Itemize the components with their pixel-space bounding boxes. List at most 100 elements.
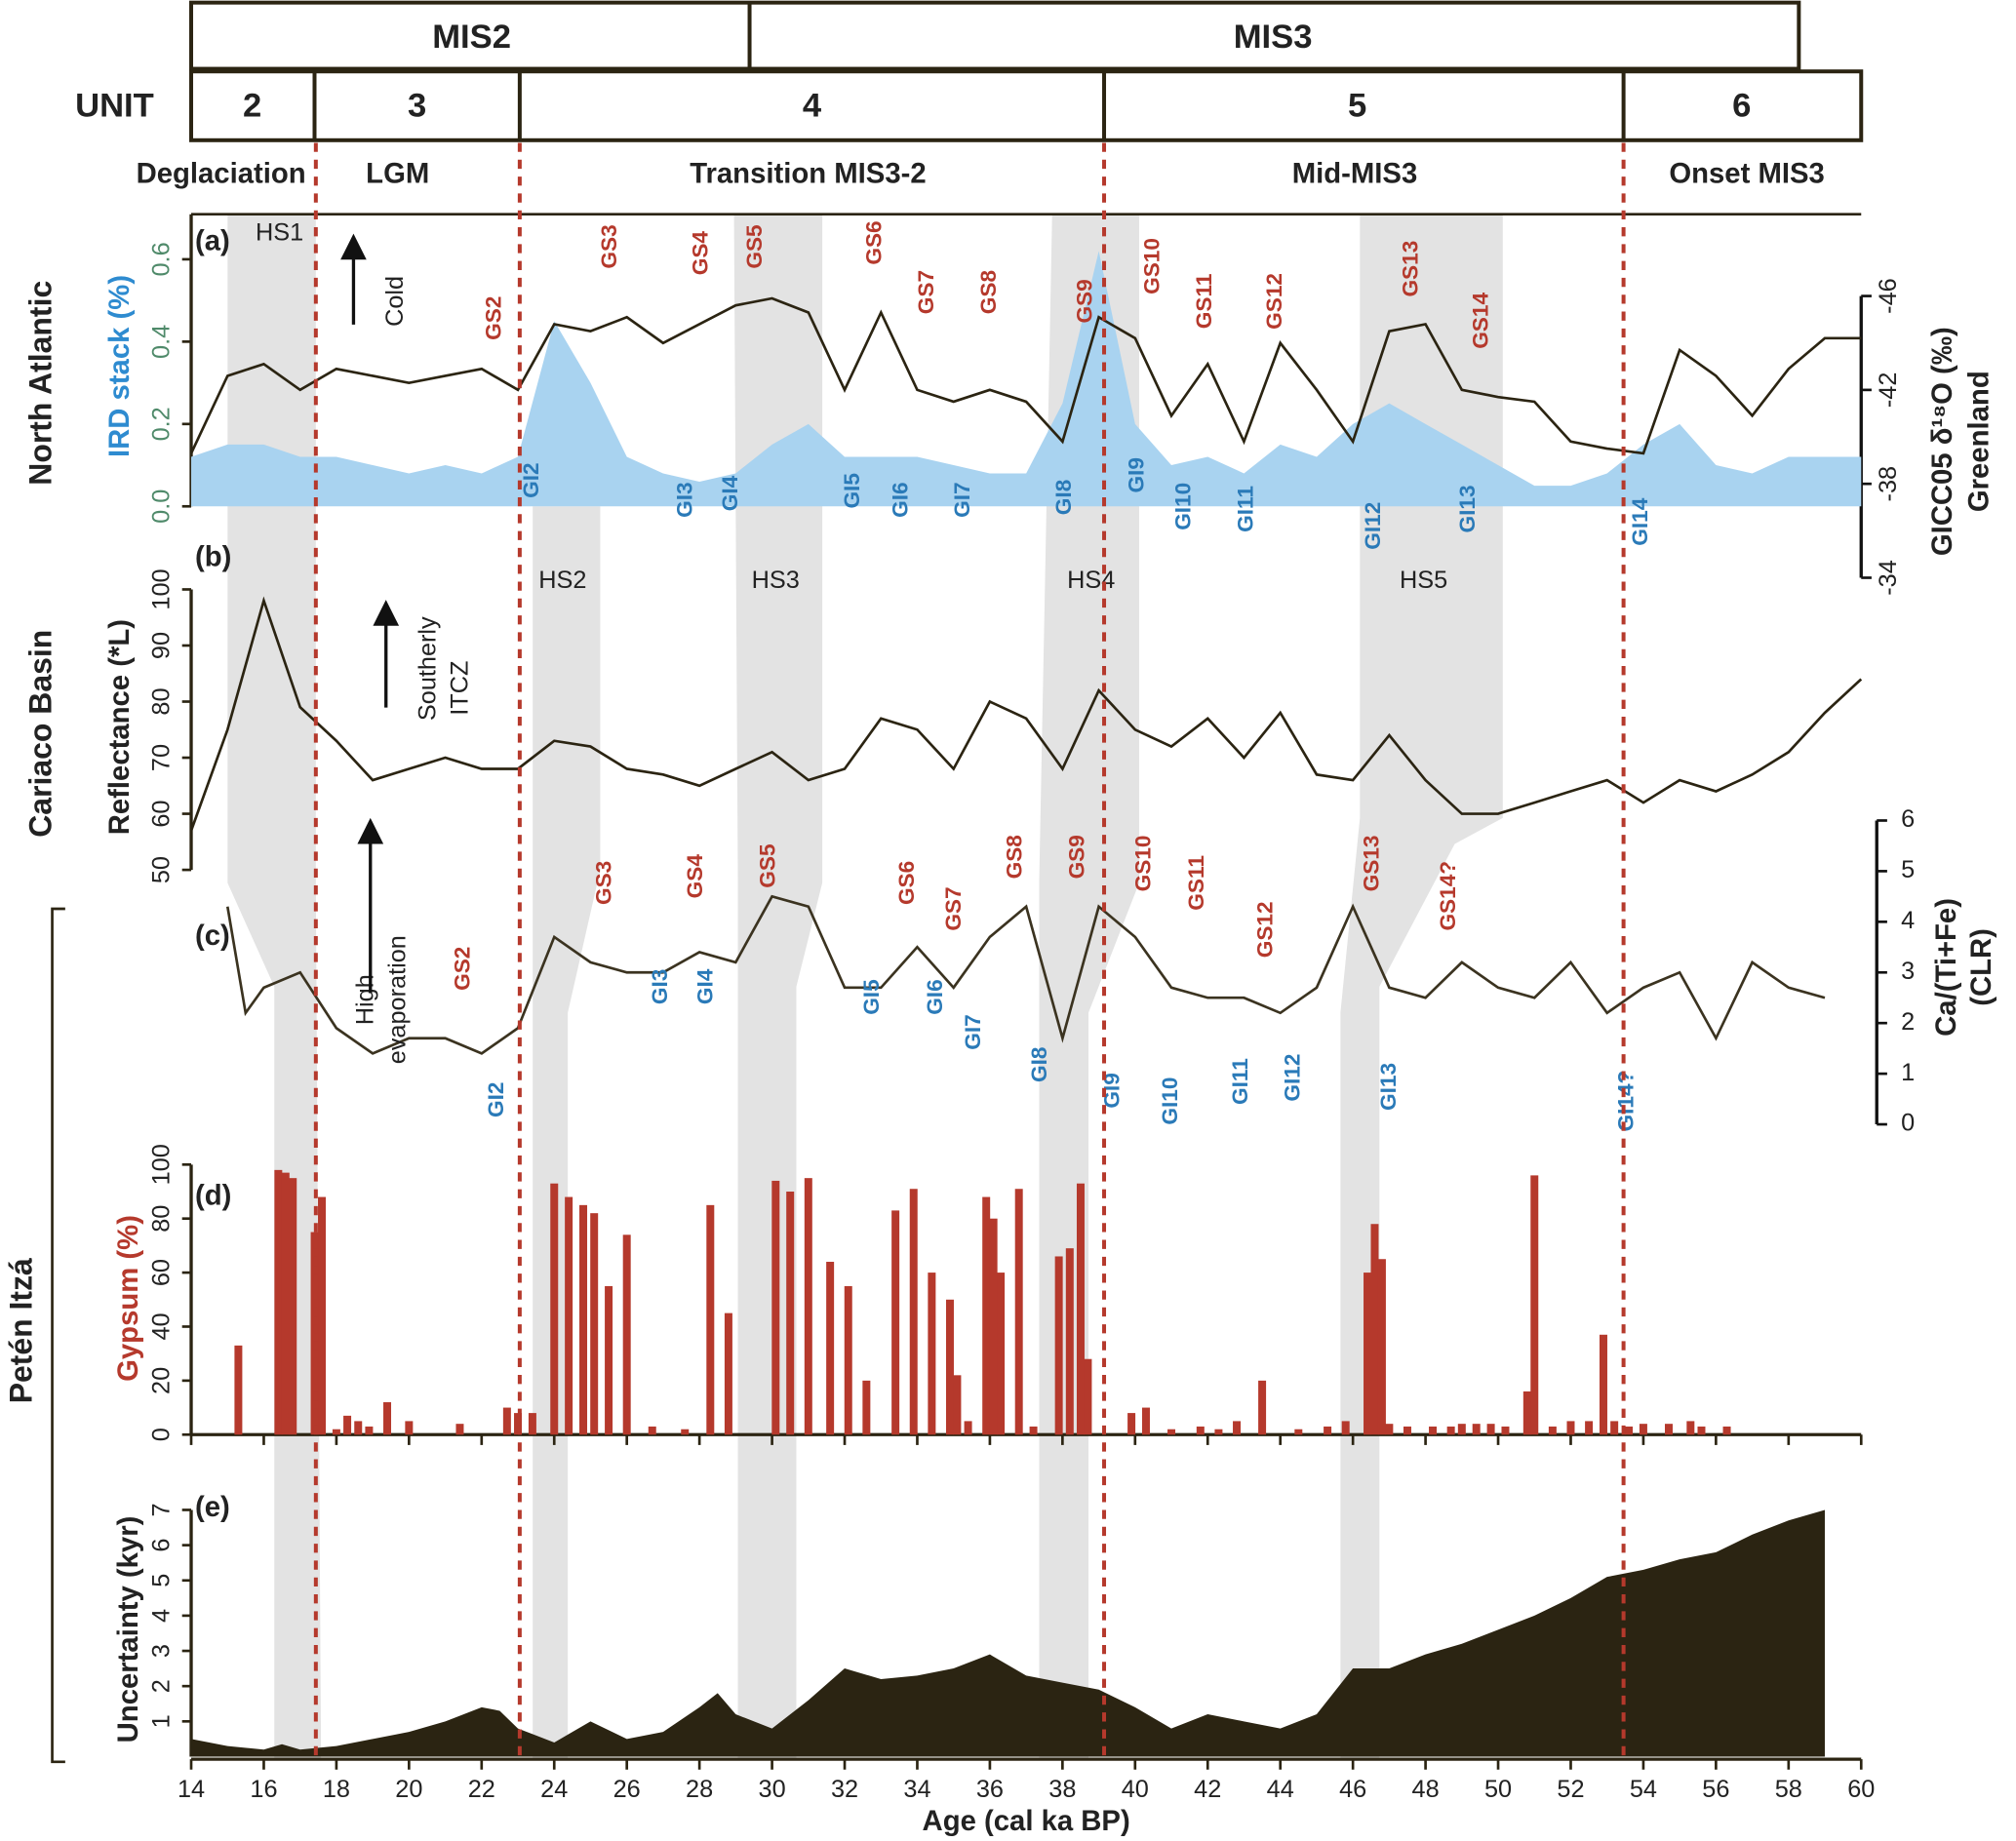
annotation: Cold xyxy=(381,276,409,327)
y-tick-label: 1 xyxy=(147,1714,175,1728)
bar xyxy=(1722,1426,1731,1435)
y2-tick-label: -38 xyxy=(1875,466,1902,502)
annotation: GI13 xyxy=(1376,1063,1401,1111)
x-tick-label: 50 xyxy=(1484,1776,1512,1803)
bar xyxy=(528,1413,536,1435)
annotation: GI3 xyxy=(648,969,672,1004)
bar xyxy=(786,1192,795,1435)
y-tick-label: 3 xyxy=(147,1644,175,1658)
x-tick-label: 36 xyxy=(976,1776,1004,1803)
annotation: HS4 xyxy=(1067,567,1115,594)
line xyxy=(189,596,1863,832)
bar xyxy=(343,1415,352,1435)
bar xyxy=(1599,1334,1607,1435)
band xyxy=(533,506,601,1760)
annotation: GS9 xyxy=(1064,835,1088,879)
annotation: GI8 xyxy=(1051,480,1076,515)
bar xyxy=(455,1424,464,1435)
y-tick-label: 5 xyxy=(147,1574,175,1587)
unit-row xyxy=(189,69,1864,142)
annotation: HS5 xyxy=(1400,567,1447,594)
bar xyxy=(1585,1421,1594,1435)
bar xyxy=(862,1380,871,1435)
y2-tick-label: 6 xyxy=(1901,805,1915,833)
y2-tick-label: 0 xyxy=(1901,1110,1915,1137)
bar xyxy=(1364,1273,1372,1435)
bar xyxy=(1625,1426,1634,1435)
bar xyxy=(1522,1391,1531,1435)
x-tick-label: 26 xyxy=(613,1776,641,1803)
bar xyxy=(1084,1358,1092,1435)
annotation: GS11 xyxy=(1192,274,1216,330)
annotation: GI8 xyxy=(1027,1047,1051,1082)
bar xyxy=(891,1210,900,1435)
bar xyxy=(502,1407,511,1435)
annotation: GS12 xyxy=(1252,901,1277,958)
y-tick-label: 60 xyxy=(147,1259,175,1286)
shaded-bands xyxy=(227,214,1503,1760)
bar xyxy=(1341,1421,1350,1435)
y-tick-label: 6 xyxy=(147,1539,175,1552)
annotation: GS4 xyxy=(683,854,707,899)
bar xyxy=(1141,1407,1150,1435)
annotation: GS11 xyxy=(1184,855,1208,911)
bar xyxy=(989,1218,998,1435)
bar xyxy=(1029,1426,1038,1435)
x-tick-label: 52 xyxy=(1557,1776,1584,1803)
x-tick-label: 18 xyxy=(323,1776,350,1803)
annotation: GI12 xyxy=(1280,1054,1304,1102)
bar xyxy=(1167,1429,1176,1435)
bar xyxy=(1566,1421,1575,1435)
bar xyxy=(1697,1426,1706,1435)
y2-tick-label: 3 xyxy=(1901,958,1915,985)
bar xyxy=(383,1402,392,1435)
y-tick-label: 0.6 xyxy=(147,242,175,276)
x-tick-label: 46 xyxy=(1339,1776,1366,1803)
band xyxy=(1340,214,1503,1760)
annotation: HS1 xyxy=(256,218,303,246)
annotation: GS5 xyxy=(755,843,779,887)
annotation: GS7 xyxy=(941,886,966,930)
x-tick-label: 44 xyxy=(1267,1776,1294,1803)
bar xyxy=(318,1196,327,1435)
bar xyxy=(1472,1424,1481,1435)
y2-tick-label: -34 xyxy=(1875,560,1902,596)
annotation: ITCZ xyxy=(447,661,474,716)
y-axis-label: Reflectance (*L) xyxy=(103,619,136,835)
annotation: GI6 xyxy=(888,482,912,517)
annotation: GI12 xyxy=(1361,502,1385,550)
bar xyxy=(605,1285,613,1435)
y-tick-label: 100 xyxy=(147,1144,175,1185)
phase-label: LGM xyxy=(366,157,429,189)
annotation: GI5 xyxy=(840,473,864,508)
bar xyxy=(622,1234,631,1435)
x-tick-label: 40 xyxy=(1122,1776,1149,1803)
unit-label: 4 xyxy=(803,88,822,125)
bar xyxy=(1258,1380,1267,1435)
bar xyxy=(771,1180,780,1435)
bar xyxy=(281,1172,290,1435)
annotation: GS7 xyxy=(914,270,938,314)
phase-label: Transition MIS3-2 xyxy=(690,157,926,189)
annotation: GS13 xyxy=(1399,241,1423,297)
y-tick-label: 20 xyxy=(147,1367,175,1394)
bar xyxy=(1403,1426,1411,1435)
band xyxy=(227,214,322,1760)
bar xyxy=(1501,1426,1510,1435)
regions: North Atlantic Cariaco Basin Petén Itzá xyxy=(4,281,65,1764)
annotation: GI14? xyxy=(1614,1071,1639,1132)
mis-label: MIS3 xyxy=(1234,19,1313,56)
region-label: Cariaco Basin xyxy=(23,630,59,838)
bar xyxy=(1196,1426,1205,1435)
phase-label: Onset MIS3 xyxy=(1669,157,1824,189)
bar xyxy=(953,1375,962,1435)
y2-axis-label: Ca/(Ti+Fe) xyxy=(1930,898,1962,1037)
annotation: GS14? xyxy=(1436,861,1460,931)
phase-label: Deglaciation xyxy=(137,157,306,189)
bar xyxy=(1065,1248,1074,1435)
region-bracket xyxy=(51,907,65,1764)
unit-label: 5 xyxy=(1348,88,1366,125)
y2-axis-label: Greenland xyxy=(1962,371,1995,512)
y2-axis-label: GICC05 δ¹⁸O (‰) xyxy=(1926,327,1958,556)
annotation: GS10 xyxy=(1140,238,1165,294)
